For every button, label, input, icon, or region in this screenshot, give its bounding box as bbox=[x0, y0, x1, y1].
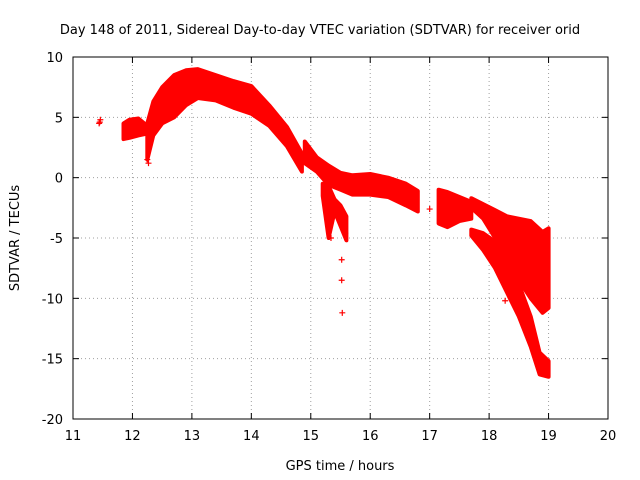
data-cluster bbox=[145, 67, 304, 174]
x-tick-label: 20 bbox=[600, 429, 617, 444]
y-tick-label: -10 bbox=[42, 292, 63, 307]
data-point-plus-marker bbox=[338, 277, 345, 284]
y-tick-label: 5 bbox=[55, 111, 63, 126]
data-point-plus-marker bbox=[339, 309, 346, 316]
data-cluster bbox=[320, 181, 349, 243]
x-tick-label: 18 bbox=[481, 429, 498, 444]
data-cluster bbox=[121, 116, 147, 142]
x-tick-label: 12 bbox=[124, 429, 141, 444]
y-axis-label: SDTVAR / TECUs bbox=[8, 185, 23, 292]
x-tick-label: 15 bbox=[303, 429, 320, 444]
data-point-plus-marker bbox=[97, 116, 104, 123]
data-point-plus-marker bbox=[528, 225, 535, 232]
data-point-plus-marker bbox=[342, 230, 349, 237]
y-tick-label: -5 bbox=[50, 232, 63, 247]
y-tick-label: -20 bbox=[42, 413, 63, 428]
y-tick-label: 10 bbox=[46, 51, 63, 66]
x-tick-label: 13 bbox=[184, 429, 201, 444]
data-cluster bbox=[469, 196, 551, 315]
x-tick-label: 19 bbox=[540, 429, 557, 444]
data-point-plus-marker bbox=[327, 235, 334, 241]
data-point-plus-marker bbox=[145, 160, 152, 167]
x-tick-label: 14 bbox=[243, 429, 260, 444]
y-tick-label: -15 bbox=[42, 353, 63, 368]
data-point-plus-marker bbox=[502, 297, 509, 304]
data-point-plus-marker bbox=[144, 156, 151, 163]
data-cluster bbox=[469, 227, 551, 379]
data-cluster bbox=[436, 187, 474, 230]
x-tick-label: 11 bbox=[65, 429, 82, 444]
data-series bbox=[96, 67, 551, 379]
data-point-plus-marker bbox=[338, 256, 345, 263]
x-tick-label: 16 bbox=[362, 429, 379, 444]
axis-ticks: 11 12 13 14 15 16 17 18 19 20 10 5 0 -5 -10 -15 -20 bbox=[42, 51, 617, 444]
y-tick-label: 0 bbox=[55, 172, 63, 187]
data-point-plus-marker bbox=[96, 120, 103, 127]
x-axis-label: GPS time / hours bbox=[286, 459, 395, 474]
chart-title: Day 148 of 2011, Sidereal Day-to-day VTE… bbox=[60, 23, 580, 38]
data-point-plus-marker bbox=[426, 206, 433, 213]
x-tick-label: 17 bbox=[421, 429, 438, 444]
